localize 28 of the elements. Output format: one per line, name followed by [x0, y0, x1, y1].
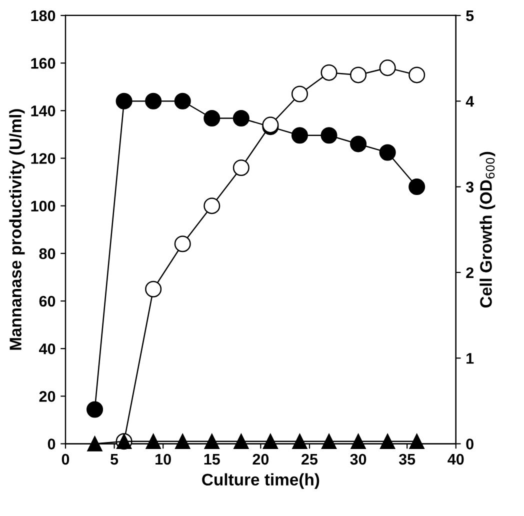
y-tick-label: 60	[39, 296, 56, 307]
y-tick-label: 160	[31, 58, 56, 69]
y-tick-label: 180	[31, 10, 56, 22]
y2-tick-label: 3	[466, 182, 474, 192]
x-tick-label: 20	[252, 454, 269, 465]
y2-tick-label: 2	[466, 267, 474, 278]
y-tick-label: 140	[31, 106, 56, 116]
y-axis-title: Mannanase productivity (U/ml)	[9, 109, 25, 350]
x-tick-label: 15	[204, 454, 220, 465]
y2-tick-label: 5	[466, 10, 474, 22]
x-tick-label: 30	[350, 454, 366, 465]
y2-tick-label: 4	[466, 96, 474, 107]
y-tick-label: 0	[48, 438, 56, 450]
y2-tick-label: 0	[466, 438, 474, 450]
x-tick-label: 0	[62, 454, 70, 465]
x-tick-label: 35	[398, 454, 416, 465]
y2-tick-label: 1	[466, 353, 474, 364]
y-tick-label: 80	[39, 248, 56, 260]
x-tick-label: 25	[302, 454, 318, 465]
x-axis-title: Culture time(h)	[202, 473, 320, 489]
x-tick-label: 40	[448, 454, 464, 465]
y-tick-label: 120	[31, 153, 56, 164]
y2-axis-title: Cell Growth (OD$_{600}$)	[480, 152, 496, 308]
x-tick-label: 10	[156, 454, 171, 465]
x-tick-label: 5	[110, 454, 118, 465]
y-tick-label: 20	[39, 391, 56, 402]
y-tick-label: 40	[39, 343, 56, 354]
y-tick-label: 100	[31, 200, 56, 212]
